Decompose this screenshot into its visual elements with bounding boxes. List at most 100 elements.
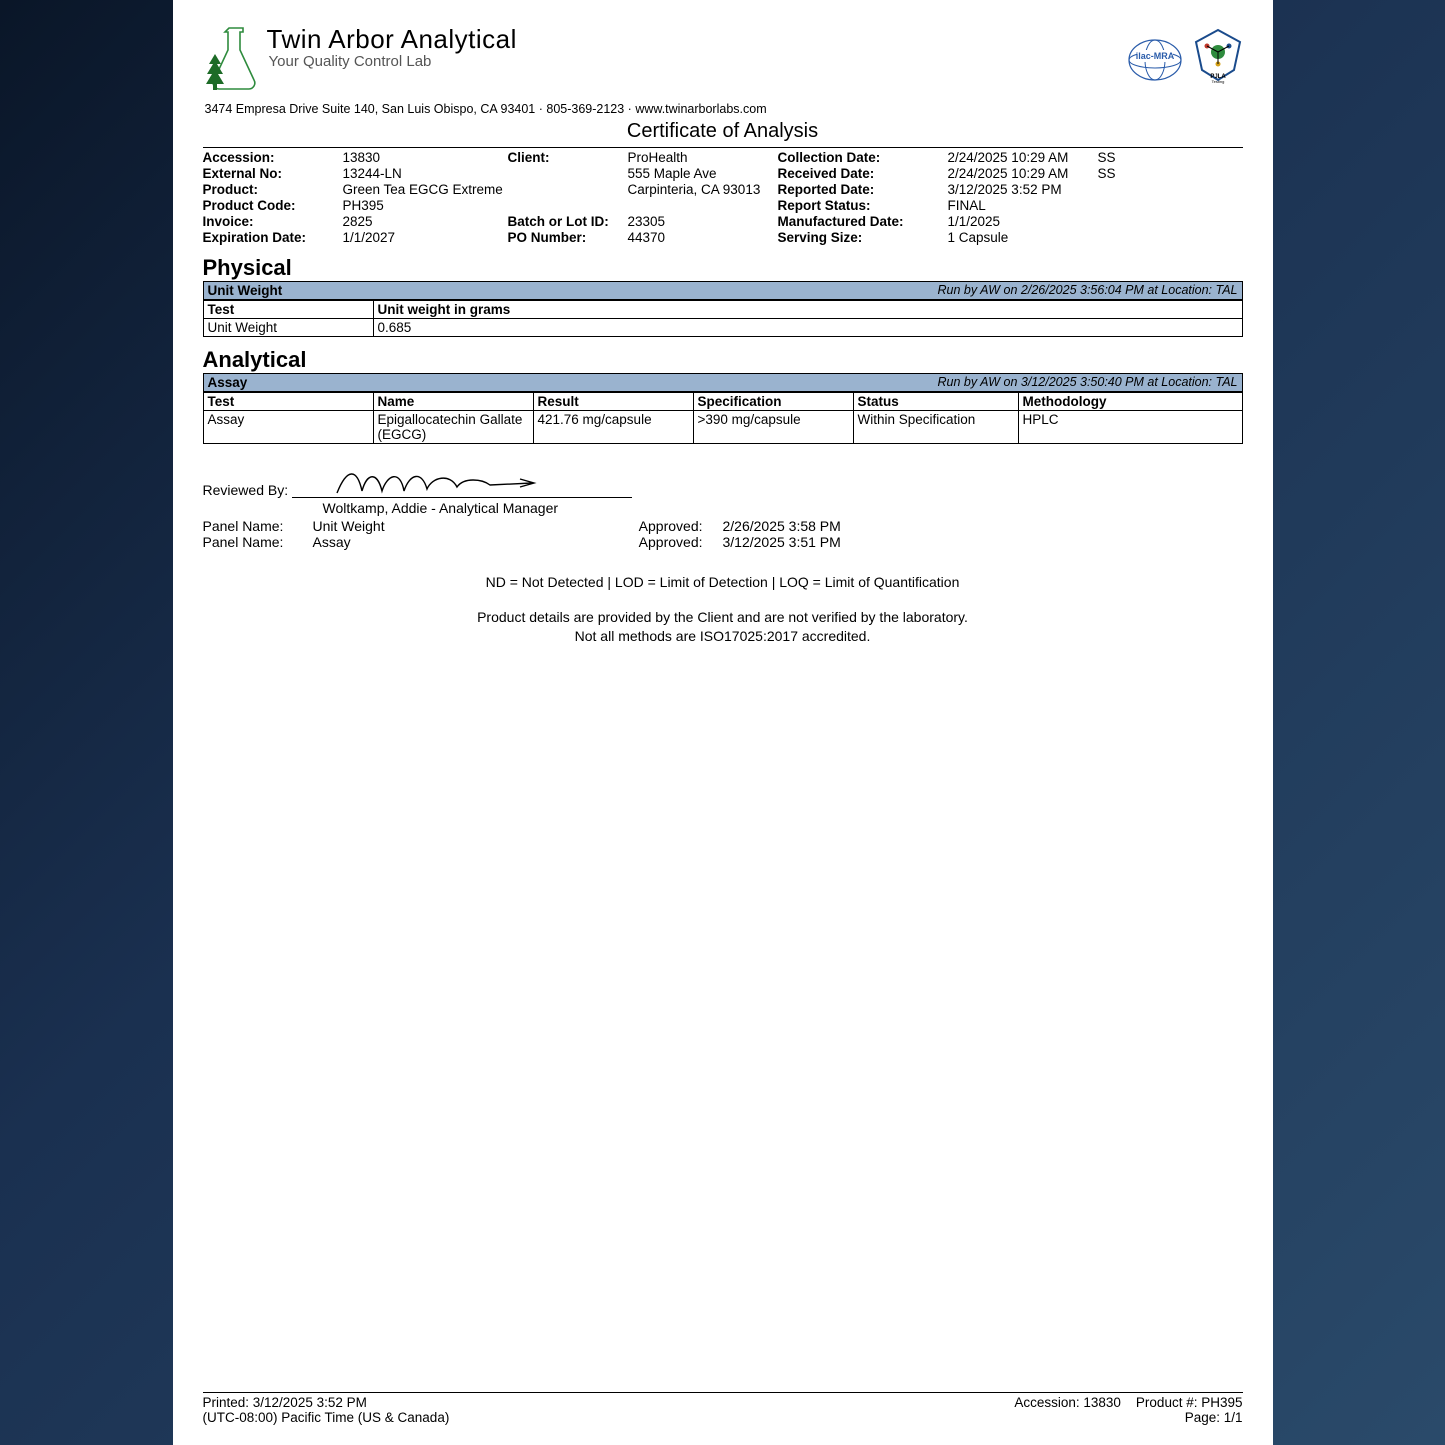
th-status: Status bbox=[853, 393, 1018, 411]
analytical-panel-head: Assay Run by AW on 3/12/2025 3:50:40 PM … bbox=[203, 373, 1243, 392]
reviewed-by-label: Reviewed By: bbox=[203, 482, 289, 498]
po-label: PO Number: bbox=[508, 230, 628, 245]
th-spec: Specification bbox=[693, 393, 853, 411]
collection-ss: SS bbox=[1098, 150, 1128, 165]
client-addr1: 555 Maple Ave bbox=[628, 166, 778, 181]
th-test: Test bbox=[203, 393, 373, 411]
analytical-table: Test Name Result Specification Status Me… bbox=[203, 392, 1243, 444]
review-block: Reviewed By: Woltkamp, Addie - Analytica… bbox=[203, 472, 1243, 516]
footer-printed: Printed: 3/12/2025 3:52 PM bbox=[203, 1395, 450, 1410]
cell-method: HPLC bbox=[1018, 411, 1242, 444]
approved-value: 2/26/2025 3:58 PM bbox=[723, 518, 923, 534]
approval-row: Panel Name: Assay Approved: 3/12/2025 3:… bbox=[203, 534, 1243, 550]
reported-value: 3/12/2025 3:52 PM bbox=[948, 182, 1098, 197]
coa-page: Twin Arbor Analytical Your Quality Contr… bbox=[173, 0, 1273, 1445]
disclaimer-line1: Product details are provided by the Clie… bbox=[203, 608, 1243, 627]
invoice-label: Invoice: bbox=[203, 214, 343, 229]
analytical-panel-name: Assay bbox=[208, 375, 248, 390]
physical-th-test: Test bbox=[203, 301, 373, 319]
analytical-run-info: Run by AW on 3/12/2025 3:50:40 PM at Loc… bbox=[938, 375, 1238, 390]
exp-value: 1/1/2027 bbox=[343, 230, 508, 245]
accession-value: 13830 bbox=[343, 150, 508, 165]
po-value: 44370 bbox=[628, 230, 778, 245]
exp-label: Expiration Date: bbox=[203, 230, 343, 245]
company-address: 3474 Empresa Drive Suite 140, San Luis O… bbox=[205, 102, 1243, 116]
ilac-mra-icon: ilac-MRA bbox=[1125, 36, 1185, 84]
signature-icon bbox=[332, 463, 552, 503]
client-label: Client: bbox=[508, 150, 628, 165]
table-row: Assay Epigallocatechin Gallate (EGCG) 42… bbox=[203, 411, 1242, 444]
product-value: Green Tea EGCG Extreme bbox=[343, 182, 508, 197]
meta-grid: Accession: 13830 Client: ProHealth Colle… bbox=[203, 150, 1243, 245]
physical-panel-head: Unit Weight Run by AW on 2/26/2025 3:56:… bbox=[203, 281, 1243, 300]
physical-title: Physical bbox=[203, 255, 1243, 281]
batch-label: Batch or Lot ID: bbox=[508, 214, 628, 229]
approval-panels: Panel Name: Unit Weight Approved: 2/26/2… bbox=[203, 518, 1243, 550]
footer-product: Product #: PH395 bbox=[1136, 1395, 1243, 1410]
accession-label: Accession: bbox=[203, 150, 343, 165]
physical-run-info: Run by AW on 2/26/2025 3:56:04 PM at Loc… bbox=[938, 283, 1238, 298]
panel-name-value: Assay bbox=[313, 534, 613, 550]
cell-status: Within Specification bbox=[853, 411, 1018, 444]
mfg-label: Manufactured Date: bbox=[778, 214, 948, 229]
divider bbox=[203, 147, 1243, 148]
serving-value: 1 Capsule bbox=[948, 230, 1098, 245]
pjla-icon: PJLA Testing bbox=[1193, 28, 1243, 84]
analytical-title: Analytical bbox=[203, 347, 1243, 373]
physical-table: Test Unit weight in grams Unit Weight 0.… bbox=[203, 300, 1243, 337]
cert-badges: ilac-MRA PJLA Testing bbox=[1125, 28, 1243, 84]
table-row: Test Name Result Specification Status Me… bbox=[203, 393, 1242, 411]
approval-row: Panel Name: Unit Weight Approved: 2/26/2… bbox=[203, 518, 1243, 534]
serving-label: Serving Size: bbox=[778, 230, 948, 245]
svg-text:Testing: Testing bbox=[1211, 79, 1224, 84]
th-name: Name bbox=[373, 393, 533, 411]
th-result: Result bbox=[533, 393, 693, 411]
approved-label: Approved: bbox=[613, 534, 723, 550]
mfg-value: 1/1/2025 bbox=[948, 214, 1098, 229]
received-label: Received Date: bbox=[778, 166, 948, 181]
company-name: Twin Arbor Analytical bbox=[267, 24, 517, 55]
signature-line bbox=[292, 472, 632, 498]
disclaimer: Product details are provided by the Clie… bbox=[203, 608, 1243, 646]
th-method: Methodology bbox=[1018, 393, 1242, 411]
logo-block: Twin Arbor Analytical Your Quality Contr… bbox=[203, 24, 517, 92]
footer: Printed: 3/12/2025 3:52 PM (UTC-08:00) P… bbox=[203, 1392, 1243, 1425]
footer-page: Page: 1/1 bbox=[1014, 1410, 1242, 1425]
cell-spec: >390 mg/capsule bbox=[693, 411, 853, 444]
code-value: PH395 bbox=[343, 198, 508, 213]
client-value: ProHealth bbox=[628, 150, 778, 165]
physical-panel-name: Unit Weight bbox=[208, 283, 283, 298]
approved-value: 3/12/2025 3:51 PM bbox=[723, 534, 923, 550]
invoice-value: 2825 bbox=[343, 214, 508, 229]
received-value: 2/24/2025 10:29 AM bbox=[948, 166, 1098, 181]
table-row: Unit Weight 0.685 bbox=[203, 319, 1242, 337]
cell-result: 421.76 mg/capsule bbox=[533, 411, 693, 444]
flask-tree-icon bbox=[203, 24, 259, 92]
company-tagline: Your Quality Control Lab bbox=[269, 53, 517, 70]
batch-value: 23305 bbox=[628, 214, 778, 229]
collection-value: 2/24/2025 10:29 AM bbox=[948, 150, 1098, 165]
code-label: Product Code: bbox=[203, 198, 343, 213]
disclaimer-line2: Not all methods are ISO17025:2017 accred… bbox=[203, 627, 1243, 646]
status-value: FINAL bbox=[948, 198, 1098, 213]
approved-label: Approved: bbox=[613, 518, 723, 534]
external-value: 13244-LN bbox=[343, 166, 508, 181]
physical-cell-test: Unit Weight bbox=[203, 319, 373, 337]
table-row: Test Unit weight in grams bbox=[203, 301, 1242, 319]
client-addr2: Carpinteria, CA 93013 bbox=[628, 182, 778, 197]
collection-label: Collection Date: bbox=[778, 150, 948, 165]
footer-tz: (UTC-08:00) Pacific Time (US & Canada) bbox=[203, 1410, 450, 1425]
svg-text:ilac-MRA: ilac-MRA bbox=[1135, 51, 1174, 61]
physical-cell-value: 0.685 bbox=[373, 319, 1242, 337]
footer-accession: Accession: 13830 bbox=[1014, 1395, 1121, 1410]
received-ss: SS bbox=[1098, 166, 1128, 181]
panel-name-value: Unit Weight bbox=[313, 518, 613, 534]
physical-th-value: Unit weight in grams bbox=[373, 301, 1242, 319]
cell-name: Epigallocatechin Gallate (EGCG) bbox=[373, 411, 533, 444]
doc-title: Certificate of Analysis bbox=[203, 120, 1243, 143]
panel-name-label: Panel Name: bbox=[203, 518, 313, 534]
status-label: Report Status: bbox=[778, 198, 948, 213]
cell-test: Assay bbox=[203, 411, 373, 444]
header: Twin Arbor Analytical Your Quality Contr… bbox=[203, 24, 1243, 92]
external-label: External No: bbox=[203, 166, 343, 181]
